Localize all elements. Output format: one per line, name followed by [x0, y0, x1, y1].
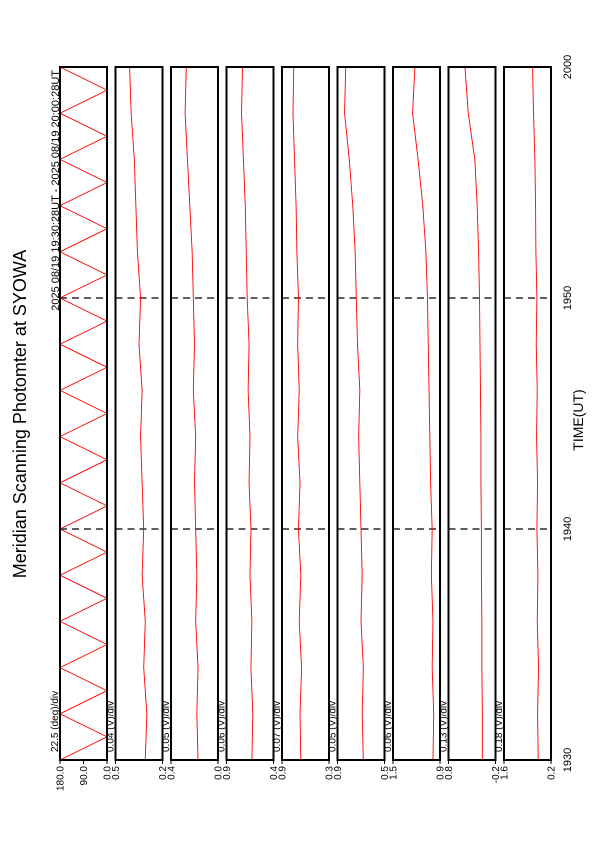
panel-frame: [170, 66, 219, 761]
trace: [58, 66, 109, 761]
scale-label: 0.18 (V)/div: [494, 701, 505, 752]
y-tick-label: 0.5: [111, 766, 122, 780]
panel-frame: [281, 66, 330, 761]
y-tick-label: 180.0: [56, 766, 67, 791]
trace: [184, 66, 199, 761]
scale-label: 0.06 (V)/div: [217, 701, 228, 752]
y-tick-label: 0.2: [158, 766, 169, 780]
chart-title: Meridian Scanning Photomter at SYOWA: [10, 250, 30, 578]
y-tick-label: 0.9: [333, 766, 344, 780]
rotated-plot: Meridian Scanning Photomter at SYOWA 202…: [10, 55, 586, 791]
scale-label: 0.13 (V)/div: [439, 701, 450, 752]
y-tick-label: 0.5: [380, 766, 391, 780]
y-tick-label: 90.0: [79, 766, 90, 786]
y-tick-label: 0.3: [325, 766, 336, 780]
panel-frame: [336, 66, 386, 761]
scale-label: 0.05 (V)/div: [328, 701, 339, 752]
panel-frame: [59, 66, 108, 761]
y-tick-label: 0.4: [269, 766, 280, 780]
scale-label: 22.5 (deg)/div: [50, 691, 61, 752]
trace: [129, 66, 148, 761]
y-tick-label: 0.9: [278, 766, 289, 780]
trace: [344, 66, 364, 761]
y-tick-label: 1.6: [500, 766, 511, 780]
trace: [464, 66, 483, 760]
scale-label: 0.07 (V)/div: [272, 701, 283, 752]
y-tick-label: 1.5: [389, 766, 400, 780]
scale-label: 0.06 (V)/div: [383, 701, 394, 752]
trace: [412, 66, 435, 761]
panel-frame: [447, 66, 497, 761]
y-tick-label: 0.9: [222, 766, 233, 780]
y-tick-label: 0.9: [436, 766, 447, 780]
x-tick-label: 1950: [562, 286, 574, 310]
scale-label: 0.05 (V)/div: [161, 701, 172, 752]
x-tick-label: 2000: [562, 55, 574, 79]
panel-frame: [114, 66, 164, 761]
panel-frame: [503, 66, 552, 761]
trace: [292, 66, 303, 761]
y-tick-label: 0.0: [214, 766, 225, 780]
y-tick-label: -0.2: [491, 766, 502, 784]
x-tick-label: 1940: [562, 517, 574, 541]
x-tick-label: 1930: [562, 748, 574, 772]
panel-frame: [392, 66, 441, 761]
y-tick-label: 0.4: [167, 766, 178, 780]
scale-label: 0.04 (V)/div: [106, 701, 117, 752]
panel-frame: [225, 66, 275, 761]
trace: [532, 66, 540, 761]
x-axis-label: TIME(UT): [570, 389, 586, 450]
y-tick-label: 0.8: [444, 766, 455, 780]
trace: [241, 66, 254, 761]
y-tick-label: 0.2: [547, 766, 558, 780]
y-tick-label: 0.0: [103, 766, 114, 780]
